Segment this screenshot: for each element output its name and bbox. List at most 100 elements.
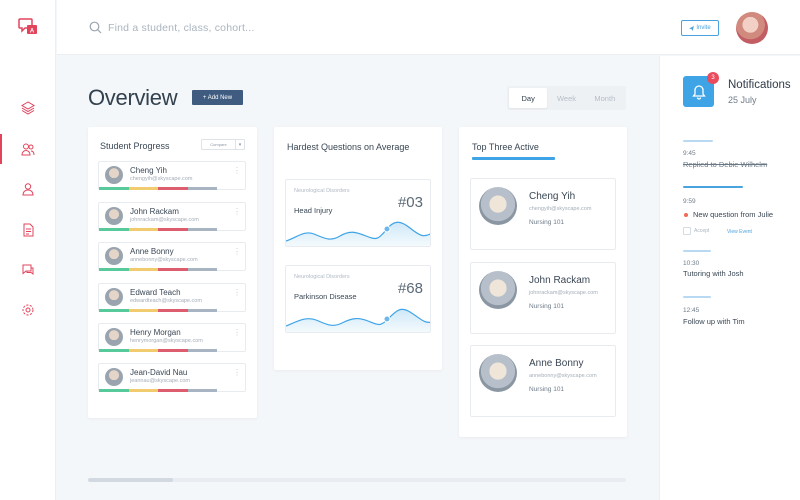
student-progress-card: Student Progress Compare ▾ Cheng Yih che…	[88, 127, 257, 418]
question-card[interactable]: Neurological Disorders Parkinson Disease…	[285, 265, 431, 333]
sparkline	[286, 308, 430, 332]
active-student-card[interactable]: Cheng Yih chengyih@skyscape.com Nursing …	[470, 178, 616, 250]
question-rank: #68	[397, 280, 423, 297]
progress-bar	[99, 187, 217, 190]
student-email: annebonny@skyscape.com	[529, 373, 597, 379]
more-vertical-icon[interactable]: ⋮	[233, 368, 241, 377]
bell-icon	[691, 84, 706, 100]
checkbox[interactable]	[683, 227, 691, 235]
more-vertical-icon[interactable]: ⋮	[233, 166, 241, 175]
notification-text[interactable]: New question from Julie	[693, 210, 774, 219]
question-category: Neurological Disorders	[294, 188, 350, 194]
student-email: edwardteach@skyscape.com	[130, 298, 202, 304]
sidebar-item-profile[interactable]	[0, 177, 56, 201]
student-row[interactable]: Edward Teach edwardteach@skyscape.com ⋮	[98, 283, 246, 312]
user-avatar[interactable]	[736, 12, 768, 44]
student-row[interactable]: Cheng Yih chengyih@skyscape.com ⋮	[98, 161, 246, 190]
accept-action[interactable]: Accept	[683, 227, 709, 235]
student-avatar	[105, 207, 123, 225]
notification-time: 9:59	[683, 198, 696, 205]
search-input[interactable]	[108, 17, 408, 39]
add-new-button[interactable]: + Add New	[192, 90, 243, 105]
question-category: Neurological Disorders	[294, 274, 350, 280]
student-avatar	[105, 328, 123, 346]
chevron-down-icon: ▾	[235, 140, 244, 149]
student-name: Jean-David Nau	[130, 368, 188, 377]
student-progress-title: Student Progress	[100, 141, 170, 151]
progress-bar	[99, 228, 217, 231]
student-email: henrymorgan@skyscape.com	[130, 338, 203, 344]
accept-label: Accept	[694, 228, 710, 234]
notifications-title: Notifications	[728, 79, 791, 91]
sidebar: A	[0, 0, 56, 500]
search-icon	[89, 21, 102, 34]
more-vertical-icon[interactable]: ⋮	[233, 328, 241, 337]
chat-icon	[22, 264, 34, 275]
hardest-questions-title: Hardest Questions on Average	[287, 142, 410, 152]
users-icon	[21, 143, 35, 156]
view-event-link[interactable]: View Event	[727, 229, 752, 235]
student-course: Nursing 101	[529, 386, 565, 393]
student-email: johnrackam@skyscape.com	[130, 217, 199, 223]
notification-text[interactable]: Follow up with Tim	[683, 317, 745, 326]
student-row[interactable]: Jean-David Nau jeannau@skyscape.com ⋮	[98, 363, 246, 392]
period-week[interactable]: Week	[556, 93, 577, 103]
title-underline	[472, 157, 555, 160]
hardest-questions-card: Hardest Questions on Average Neurologica…	[274, 127, 442, 370]
sidebar-item-students[interactable]	[0, 134, 56, 164]
student-name: John Rackam	[130, 207, 179, 216]
student-course: Nursing 101	[529, 219, 565, 226]
student-name: Cheng Yih	[529, 191, 576, 202]
student-email: chengyih@skyscape.com	[130, 176, 193, 182]
send-icon	[689, 25, 695, 31]
document-icon	[23, 223, 34, 237]
timeline-divider	[683, 250, 711, 252]
progress-bar	[99, 309, 217, 312]
student-name: Edward Teach	[130, 288, 181, 297]
active-student-card[interactable]: Anne Bonny annebonny@skyscape.com Nursin…	[470, 345, 616, 417]
period-month[interactable]: Month	[594, 93, 616, 103]
notifications-panel: 3 Notifications 25 July 9:45 Replied to …	[659, 56, 800, 500]
invite-button[interactable]: Invite	[681, 20, 719, 36]
app-logo-icon[interactable]: A	[18, 18, 38, 36]
question-rank: #03	[397, 194, 423, 211]
notification-count-badge: 3	[707, 72, 719, 84]
active-student-card[interactable]: John Rackam johnrackam@skyscape.com Nurs…	[470, 262, 616, 334]
student-row[interactable]: Anne Bonny annebonny@skyscape.com ⋮	[98, 242, 246, 271]
notification-text[interactable]: Replied to Debie Wilhelm	[683, 160, 768, 169]
sidebar-item-settings[interactable]	[0, 298, 56, 322]
svg-text:A: A	[30, 29, 35, 35]
sidebar-item-messages[interactable]	[0, 258, 56, 282]
timeline-divider	[683, 140, 713, 142]
notification-text[interactable]: Tutoring with Josh	[683, 269, 744, 278]
student-name: Henry Morgan	[130, 328, 181, 337]
student-name: John Rackam	[529, 275, 591, 286]
student-avatar	[105, 247, 123, 265]
student-email: annebonny@skyscape.com	[130, 257, 198, 263]
student-row[interactable]: Henry Morgan henrymorgan@skyscape.com ⋮	[98, 323, 246, 352]
student-avatar	[105, 288, 123, 306]
more-vertical-icon[interactable]: ⋮	[233, 288, 241, 297]
top-bar: Invite	[57, 0, 800, 55]
progress-bar	[99, 349, 217, 352]
question-card[interactable]: Neurological Disorders Head Injury #03	[285, 179, 431, 247]
question-name: Parkinson Disease	[294, 292, 357, 301]
top-three-active-card: Top Three Active Cheng Yih chengyih@skys…	[459, 127, 627, 437]
more-vertical-icon[interactable]: ⋮	[233, 207, 241, 216]
unread-dot	[684, 213, 688, 217]
compare-select[interactable]: Compare ▾	[201, 139, 245, 150]
scrollbar-thumb[interactable]	[88, 478, 173, 482]
student-row[interactable]: John Rackam johnrackam@skyscape.com ⋮	[98, 202, 246, 231]
student-avatar	[105, 166, 123, 184]
question-name: Head Injury	[294, 206, 333, 215]
student-avatar	[479, 187, 517, 225]
timeline-divider	[683, 296, 711, 298]
user-icon	[22, 183, 34, 196]
student-course: Nursing 101	[529, 303, 565, 310]
horizontal-scrollbar[interactable]	[88, 478, 626, 482]
more-vertical-icon[interactable]: ⋮	[233, 247, 241, 256]
period-day[interactable]: Day	[509, 88, 548, 108]
sidebar-item-documents[interactable]	[0, 218, 56, 242]
notifications-date: 25 July	[728, 95, 757, 105]
sidebar-item-layers[interactable]	[0, 96, 56, 120]
